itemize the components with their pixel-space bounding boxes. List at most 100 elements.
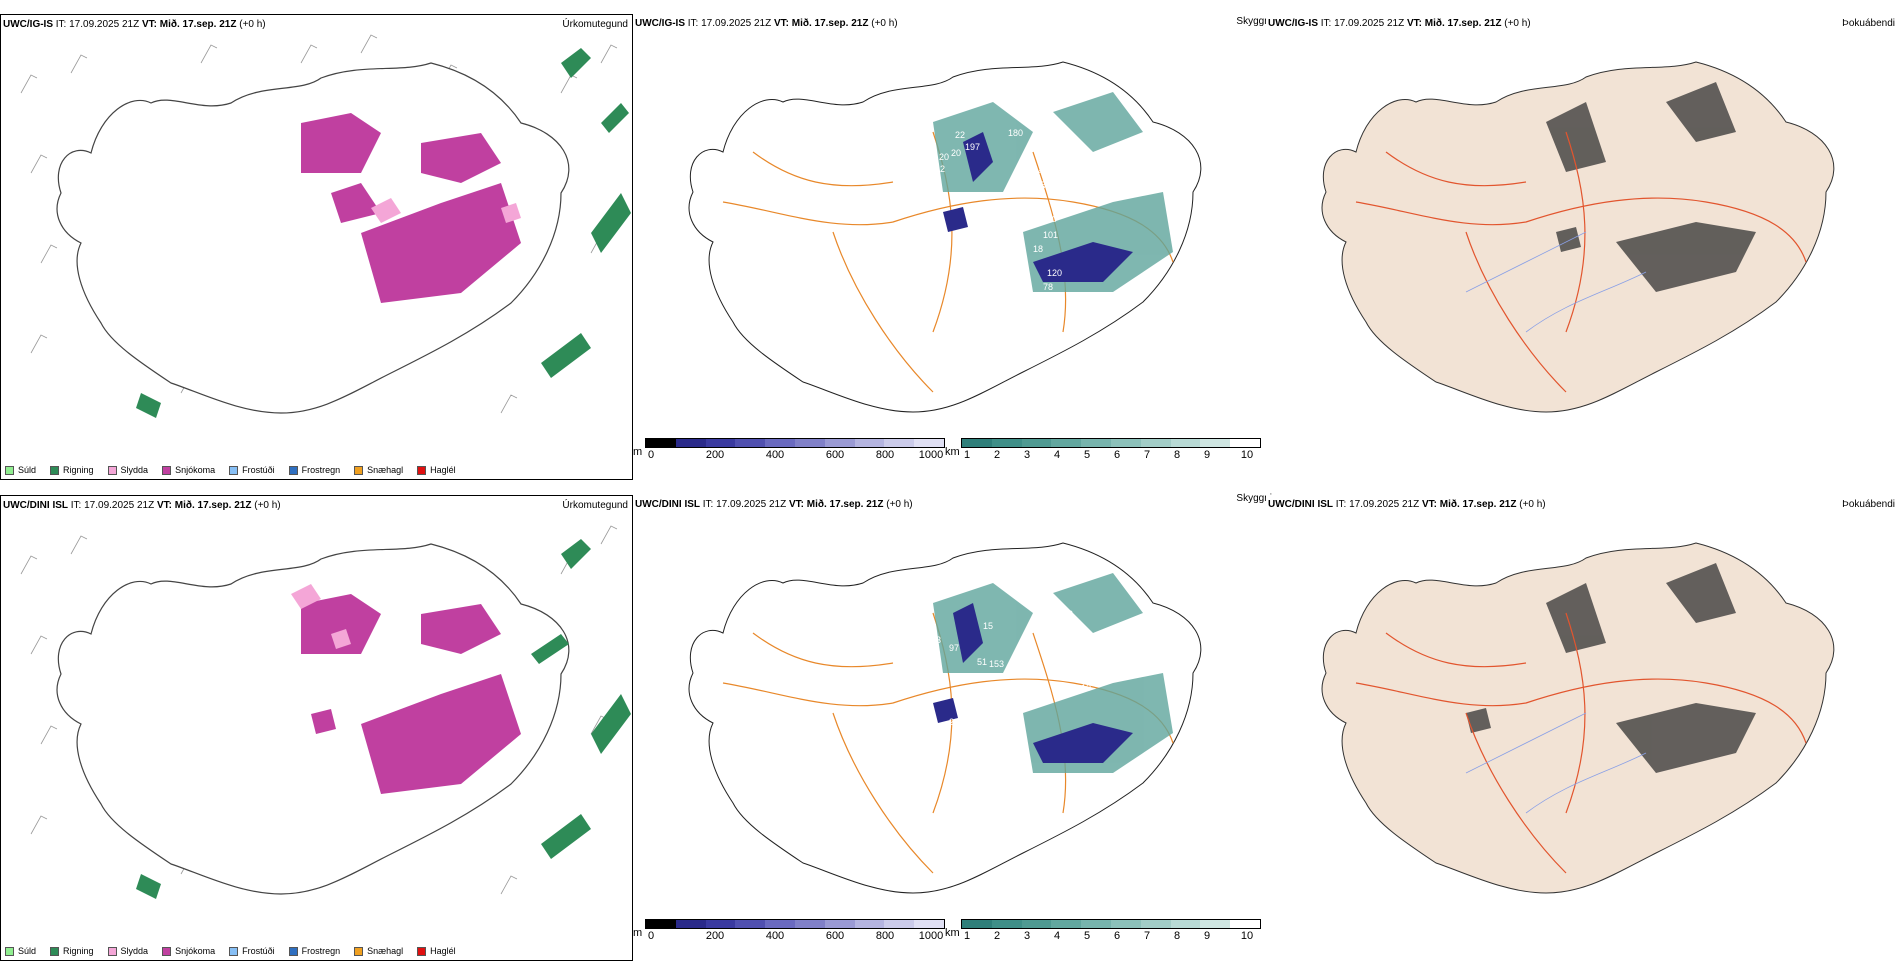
ceiling-areas xyxy=(933,603,1133,763)
tick-label: 1000 xyxy=(918,449,944,461)
ceiling-label: 20 xyxy=(951,148,961,158)
tick-label: 1 xyxy=(963,449,971,461)
panel-title: Skyggni xyxy=(1236,16,1272,27)
rain-areas xyxy=(136,539,631,899)
ceiling-label: 94 xyxy=(1033,166,1043,176)
tick-label: 4 xyxy=(1053,449,1061,461)
tick-label: 1 xyxy=(963,930,971,942)
ceiling-label: 18 xyxy=(1033,244,1043,254)
ceiling-label: 72 xyxy=(1049,665,1059,675)
ptype-panel-row2: UWC/DINI ISL IT: 17.09.2025 21Z VT: Mið.… xyxy=(0,495,633,961)
ceiling-label: 53 xyxy=(1035,184,1045,194)
legend-item: Frostregn xyxy=(288,946,340,956)
tick-label: 1000 xyxy=(918,930,944,942)
tick-label: 5 xyxy=(1083,449,1091,461)
ceiling-label: 78 xyxy=(1043,282,1053,292)
tick-label: 7 xyxy=(1143,930,1151,942)
ceiling-label: 10 xyxy=(1081,683,1091,693)
visibility-unit: km xyxy=(945,927,960,939)
legend-item: Frostúði xyxy=(229,946,275,956)
tick-label: 10 xyxy=(1240,449,1254,461)
ceiling-label: 51 xyxy=(1077,667,1087,677)
legend-item: Slydda xyxy=(107,946,148,956)
tick-label: 3 xyxy=(1023,930,1031,942)
ceiling-label: 123 xyxy=(931,755,946,765)
legend-item: Frostúði xyxy=(229,465,275,475)
ceiling-label: 51 xyxy=(977,657,987,667)
ceiling-label: 500 xyxy=(983,801,998,811)
ceiling-label: 63 xyxy=(951,194,961,204)
tick-label: 7 xyxy=(1143,449,1151,461)
ceiling-label: 118 xyxy=(963,771,977,781)
tick-label: 2 xyxy=(993,449,1001,461)
ceiling-label: 70 xyxy=(1047,214,1057,224)
ceiling-colorbar: m 0 200 400 600 800 1000 xyxy=(633,919,945,942)
legend-item: Slydda xyxy=(107,465,148,475)
legend-item: Rigning xyxy=(50,946,94,956)
slydda-areas xyxy=(371,198,521,223)
panel-header: UWC/DINI ISL IT: 17.09.2025 21Z VT: Mið.… xyxy=(3,500,281,511)
ceiling-label: 153 xyxy=(989,659,1004,669)
tick-label: 9 xyxy=(1203,449,1211,461)
tick-label: 600 xyxy=(825,930,845,942)
rivers xyxy=(1465,231,1647,333)
visibility-colorbar-strip xyxy=(961,919,1261,929)
ceiling-label: 146 xyxy=(973,312,988,322)
snow-areas xyxy=(301,594,521,794)
ceiling-label: 32 xyxy=(1089,669,1099,679)
legend-item: Frostregn xyxy=(288,465,340,475)
ceiling-label: 103 xyxy=(929,270,944,280)
tick-label: 6 xyxy=(1113,930,1121,942)
panel-header: UWC/DINI ISL IT: 17.09.2025 21Z VT: Mið.… xyxy=(635,499,913,510)
fog-shading xyxy=(1546,82,1756,292)
cloud-panel-row1: UWC/IG-IS IT: 17.09.2025 21Z VT: Mið. 17… xyxy=(633,14,1325,480)
ceiling-label: 120 xyxy=(1047,268,1062,278)
ceiling-label: 384 xyxy=(1033,142,1048,152)
ceiling-label: 116 xyxy=(989,695,1003,705)
ceiling-label: 100 xyxy=(903,757,918,767)
iceland-ptype-map xyxy=(20,525,631,899)
ceiling-colorbar-strip xyxy=(645,438,945,448)
ceiling-label: 49 xyxy=(1063,609,1073,619)
panel-title: Úrkomutegund xyxy=(562,500,628,511)
ceiling-label: 15 xyxy=(983,621,993,631)
ceiling-label: 27 xyxy=(971,733,981,743)
legend-item: Haglél xyxy=(417,946,456,956)
ceiling-label: 146 xyxy=(1003,767,1018,777)
tick-label: 400 xyxy=(765,449,785,461)
ceiling-colorbar-strip xyxy=(645,919,945,929)
ceiling-label: 129 xyxy=(1015,286,1030,296)
legend-item: Snæhagl xyxy=(354,946,403,956)
panel-title: Úrkomutegund xyxy=(562,19,628,30)
tick-label: 200 xyxy=(705,449,725,461)
ceiling-label: 84 xyxy=(981,280,991,290)
visibility-colorbar-strip xyxy=(961,438,1261,448)
legend-item: Súld xyxy=(5,465,36,475)
tick-label: 8 xyxy=(1173,930,1181,942)
ceiling-label: 101 xyxy=(1043,230,1058,240)
iceland-fog-map xyxy=(1321,61,1835,413)
tick-label: 5 xyxy=(1083,930,1091,942)
visibility-colorbar: km 1 2 3 4 5 6 7 8 9 10 xyxy=(945,919,1261,942)
legend-item: Haglél xyxy=(417,465,456,475)
ceiling-colorbar: m 0 200 400 600 800 1000 xyxy=(633,438,945,461)
ceiling-unit: m xyxy=(633,927,643,939)
ceiling-label: 75 xyxy=(929,659,939,669)
iceland-outline xyxy=(688,61,1202,413)
legend-item: Súld xyxy=(5,946,36,956)
tick-label: 2 xyxy=(993,930,1001,942)
tick-label: 9 xyxy=(1203,930,1211,942)
ceiling-label: 10 xyxy=(925,152,935,162)
tick-label: 800 xyxy=(875,449,895,461)
legend-item: Snjókoma xyxy=(162,465,215,475)
ceiling-label: 93 xyxy=(931,635,941,645)
visibility-colorbar: km 1 2 3 4 5 6 7 8 9 10 xyxy=(945,438,1261,461)
ceiling-label: 167 xyxy=(981,210,996,220)
legend-item: Snjókoma xyxy=(162,946,215,956)
tick-label: 3 xyxy=(1023,449,1031,461)
tick-label: 0 xyxy=(647,449,655,461)
iceland-ptype-map xyxy=(20,34,631,418)
iceland-outline xyxy=(1321,542,1835,894)
ptype-legend: Súld Rigning Slydda Snjókoma Frostúði Fr… xyxy=(5,946,456,956)
